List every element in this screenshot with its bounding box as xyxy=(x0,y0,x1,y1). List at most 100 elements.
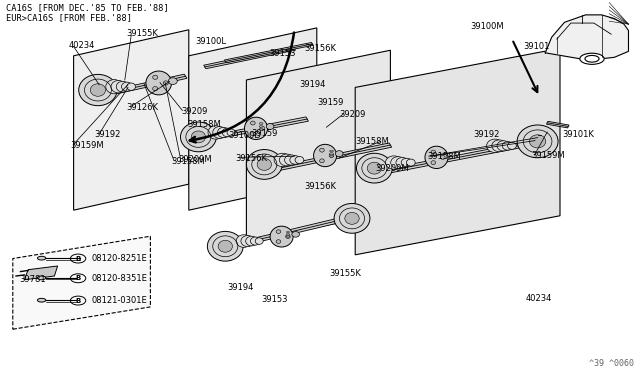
Ellipse shape xyxy=(406,159,415,166)
Ellipse shape xyxy=(396,157,409,168)
Ellipse shape xyxy=(517,125,558,158)
Text: 39153: 39153 xyxy=(261,295,287,304)
Polygon shape xyxy=(13,236,150,329)
Ellipse shape xyxy=(330,153,333,155)
Ellipse shape xyxy=(295,157,304,163)
Ellipse shape xyxy=(266,124,274,129)
Text: 39159: 39159 xyxy=(251,129,277,138)
Polygon shape xyxy=(191,117,308,144)
Text: 39209: 39209 xyxy=(182,107,208,116)
Text: B: B xyxy=(76,275,81,281)
Ellipse shape xyxy=(497,141,510,151)
Text: 39156K: 39156K xyxy=(305,182,337,190)
Ellipse shape xyxy=(37,276,46,280)
Polygon shape xyxy=(92,74,187,99)
Text: 39159: 39159 xyxy=(317,98,343,107)
Text: 39158M: 39158M xyxy=(172,157,205,166)
Polygon shape xyxy=(204,46,296,69)
Ellipse shape xyxy=(152,87,157,91)
Ellipse shape xyxy=(127,83,136,90)
Text: 08120-8251E: 08120-8251E xyxy=(92,254,147,263)
Ellipse shape xyxy=(274,153,291,167)
Ellipse shape xyxy=(330,155,333,157)
Ellipse shape xyxy=(79,74,117,106)
Text: 39153: 39153 xyxy=(269,49,296,58)
Ellipse shape xyxy=(250,121,255,125)
Polygon shape xyxy=(547,121,569,128)
Ellipse shape xyxy=(227,129,235,136)
Ellipse shape xyxy=(222,128,232,137)
Ellipse shape xyxy=(502,141,513,150)
Ellipse shape xyxy=(401,158,412,167)
Polygon shape xyxy=(545,15,628,60)
Text: 39158M: 39158M xyxy=(355,137,389,146)
Ellipse shape xyxy=(319,159,324,163)
Ellipse shape xyxy=(334,203,370,233)
Polygon shape xyxy=(189,28,317,210)
Ellipse shape xyxy=(319,148,324,152)
Ellipse shape xyxy=(90,84,106,96)
Ellipse shape xyxy=(529,135,546,148)
Polygon shape xyxy=(367,136,558,177)
Text: 39209M: 39209M xyxy=(178,155,212,164)
Ellipse shape xyxy=(431,161,436,165)
Ellipse shape xyxy=(279,154,294,166)
Ellipse shape xyxy=(207,231,243,261)
Text: 08121-0301E: 08121-0301E xyxy=(92,296,147,305)
Ellipse shape xyxy=(440,155,445,159)
Ellipse shape xyxy=(335,151,343,157)
Text: 39126K: 39126K xyxy=(127,103,159,112)
Ellipse shape xyxy=(508,142,516,149)
Ellipse shape xyxy=(314,144,337,167)
Text: 39155K: 39155K xyxy=(330,269,362,278)
Ellipse shape xyxy=(259,126,263,128)
Text: 40234: 40234 xyxy=(69,41,95,49)
Ellipse shape xyxy=(367,162,381,174)
Ellipse shape xyxy=(492,140,507,152)
Text: ^39 ^0060: ^39 ^0060 xyxy=(589,359,634,368)
Ellipse shape xyxy=(257,158,271,170)
Polygon shape xyxy=(225,42,313,63)
Text: 39156K: 39156K xyxy=(305,44,337,53)
Text: 39159M: 39159M xyxy=(70,141,104,150)
Ellipse shape xyxy=(385,156,403,169)
Ellipse shape xyxy=(218,127,229,138)
Ellipse shape xyxy=(285,235,291,238)
Ellipse shape xyxy=(287,236,290,237)
Ellipse shape xyxy=(163,81,168,85)
Text: EUR>CA16S [FROM FEB.'88]: EUR>CA16S [FROM FEB.'88] xyxy=(6,13,132,22)
Ellipse shape xyxy=(390,157,406,169)
Ellipse shape xyxy=(486,139,504,153)
Polygon shape xyxy=(74,30,189,210)
Ellipse shape xyxy=(152,75,157,79)
Ellipse shape xyxy=(329,154,334,157)
Ellipse shape xyxy=(212,126,227,138)
Ellipse shape xyxy=(425,146,448,169)
Text: 08120-8351E: 08120-8351E xyxy=(92,274,147,283)
Ellipse shape xyxy=(276,240,281,243)
Text: 39101K: 39101K xyxy=(562,130,594,139)
Text: CA16S [FROM DEC.'85 TO FEB.'88]: CA16S [FROM DEC.'85 TO FEB.'88] xyxy=(6,3,169,12)
Ellipse shape xyxy=(37,256,46,260)
Ellipse shape xyxy=(241,235,255,247)
Ellipse shape xyxy=(287,231,290,233)
Ellipse shape xyxy=(259,129,263,131)
Text: 40234: 40234 xyxy=(526,294,552,303)
Ellipse shape xyxy=(260,126,265,130)
Text: 39159M: 39159M xyxy=(531,151,565,160)
Text: 39192: 39192 xyxy=(95,130,121,139)
Text: 39194: 39194 xyxy=(227,283,253,292)
Text: 39101: 39101 xyxy=(524,42,550,51)
Text: 39158M: 39158M xyxy=(187,120,221,129)
Ellipse shape xyxy=(191,131,205,143)
Polygon shape xyxy=(355,48,560,255)
Ellipse shape xyxy=(580,53,604,64)
Text: 39158M: 39158M xyxy=(428,153,461,161)
Ellipse shape xyxy=(287,234,290,235)
Ellipse shape xyxy=(255,238,263,244)
Ellipse shape xyxy=(106,80,123,94)
Ellipse shape xyxy=(246,236,257,246)
Text: 39156K: 39156K xyxy=(236,154,268,163)
Text: 39192: 39192 xyxy=(474,130,500,139)
Polygon shape xyxy=(216,214,360,251)
